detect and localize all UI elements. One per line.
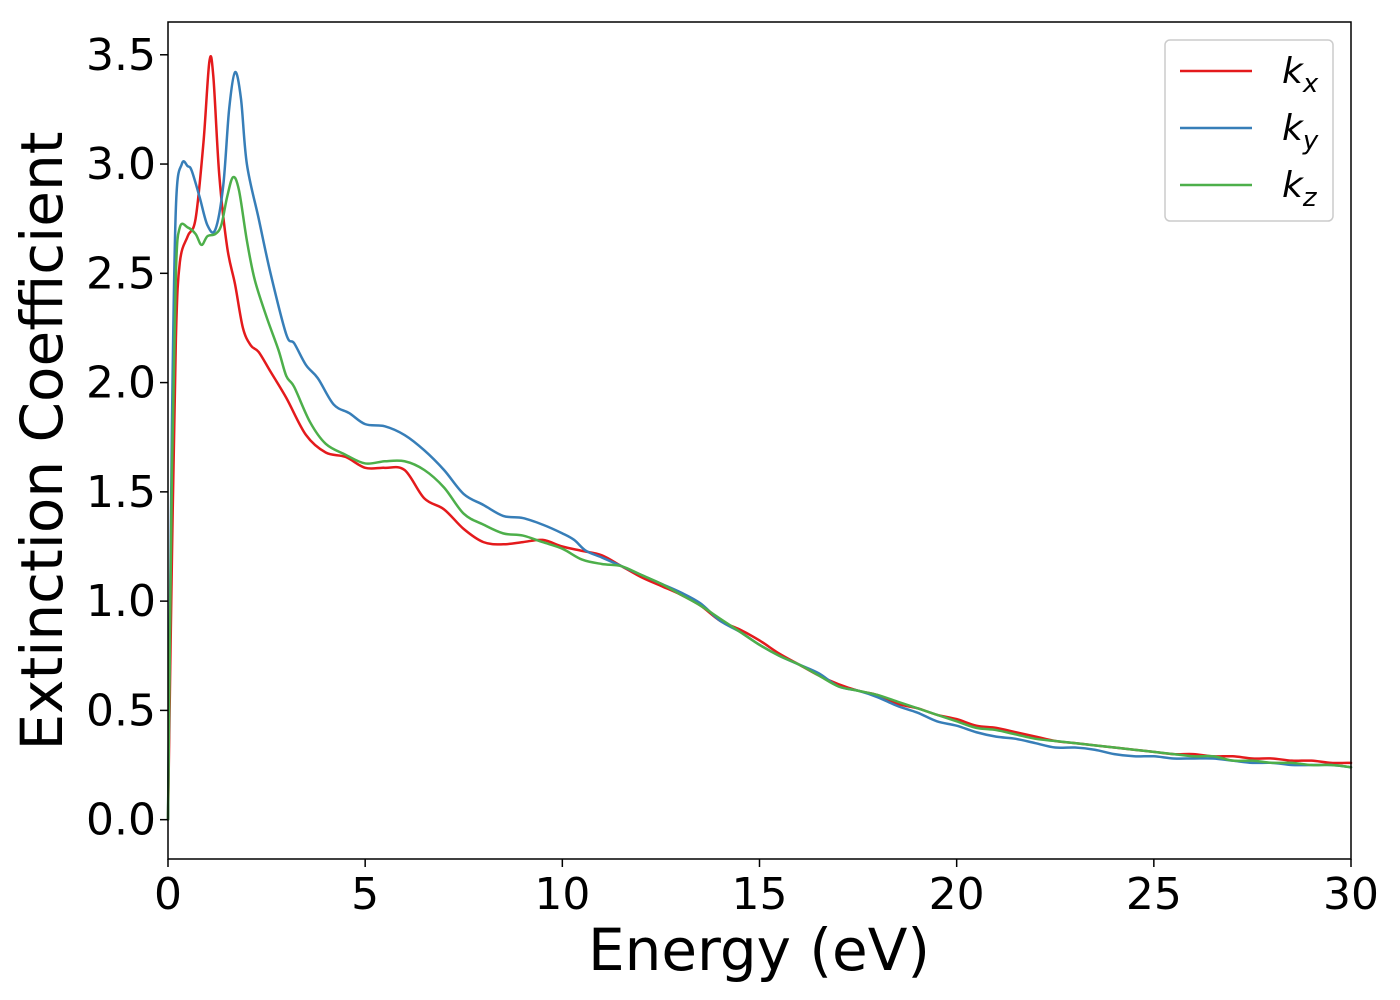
- legend-label-base: k: [1282, 108, 1305, 149]
- legend-label-base: k: [1282, 165, 1305, 206]
- x-axis-ticks: 0 5 10 15 20 25 30: [154, 859, 1379, 920]
- x-tick-label: 0: [154, 869, 182, 920]
- legend-label-subscript: z: [1302, 183, 1318, 213]
- x-tick-label: 10: [534, 869, 590, 920]
- y-tick-label: 2.0: [86, 358, 156, 409]
- x-tick-label: 15: [732, 869, 788, 920]
- legend-box: [1164, 39, 1334, 222]
- y-tick-label: 0.5: [86, 685, 156, 736]
- x-tick-label: 30: [1323, 869, 1379, 920]
- y-tick-label: 3.5: [86, 30, 156, 81]
- y-tick-label: 3.0: [86, 139, 156, 190]
- series-layer: [166, 55, 1353, 821]
- y-axis-ticks: 0.0 0.5 1.0 1.5 2.0 2.5 3.0 3.5: [86, 30, 168, 846]
- x-axis-label: Energy (eV): [588, 916, 930, 984]
- y-tick-label: 1.0: [86, 576, 156, 627]
- legend-label-subscript: y: [1302, 126, 1319, 156]
- legend-label-ky: ky: [1282, 108, 1319, 156]
- x-tick-label: 25: [1126, 869, 1182, 920]
- y-tick-label: 0.0: [86, 795, 156, 846]
- series-line-ky: [166, 70, 1353, 821]
- legend-label-kx: kx: [1282, 51, 1319, 99]
- plot-area: [166, 21, 1353, 860]
- y-tick-label: 1.5: [86, 467, 156, 518]
- legend-label-base: k: [1282, 51, 1305, 92]
- legend-label-kz: kz: [1282, 165, 1318, 213]
- series-line-kz: [166, 175, 1353, 821]
- legend-label-subscript: x: [1302, 69, 1319, 99]
- x-tick-label: 20: [929, 869, 985, 920]
- y-axis-label: Extinction Coefficient: [8, 132, 76, 751]
- x-tick-label: 5: [351, 869, 379, 920]
- y-tick-label: 2.5: [86, 248, 156, 299]
